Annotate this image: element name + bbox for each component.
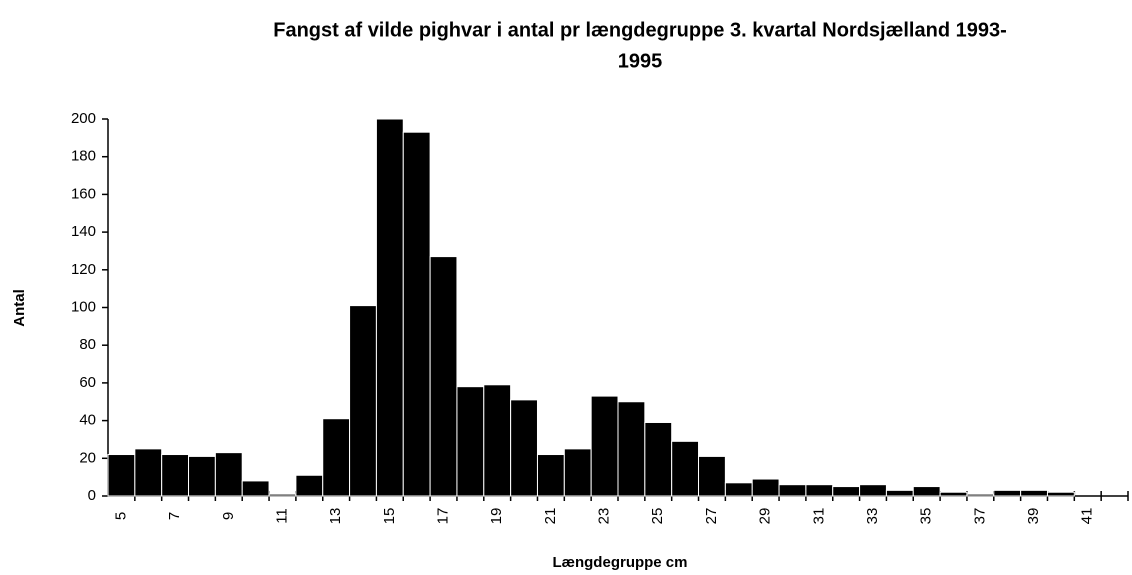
bar <box>1046 491 1075 497</box>
bar <box>241 480 270 497</box>
chart-title: 1995 <box>618 50 663 72</box>
x-axis-label: Længdegruppe cm <box>552 554 687 571</box>
bar <box>188 455 216 497</box>
bar <box>429 256 458 497</box>
bar <box>349 305 377 497</box>
y-tick-label: 200 <box>71 110 96 127</box>
bar <box>483 384 512 497</box>
y-tick-label: 100 <box>71 298 96 315</box>
y-tick-label: 180 <box>71 148 96 165</box>
x-tick-label: 15 <box>381 508 398 525</box>
bar <box>510 399 538 497</box>
bar <box>885 489 914 497</box>
x-tick-label: 27 <box>703 508 720 525</box>
bar <box>134 448 163 497</box>
bar <box>698 455 726 497</box>
bar <box>805 484 834 497</box>
y-tick-label: 0 <box>88 487 96 504</box>
y-tick-label: 140 <box>71 223 96 240</box>
bar <box>295 474 324 497</box>
x-tick-label: 23 <box>596 508 613 525</box>
x-tick-label: 29 <box>757 508 774 525</box>
y-tick-label: 80 <box>79 336 96 353</box>
bar <box>375 118 404 497</box>
bar <box>563 448 592 497</box>
x-tick-label: 7 <box>166 512 183 520</box>
x-tick-label: 37 <box>971 508 988 525</box>
y-tick-label: 40 <box>79 412 96 429</box>
x-tick-label: 5 <box>112 512 129 520</box>
x-tick-label: 39 <box>1025 508 1042 525</box>
bar <box>590 395 619 497</box>
x-tick-label: 31 <box>810 508 827 525</box>
bar <box>456 386 485 497</box>
y-tick-label: 160 <box>71 185 96 202</box>
y-tick-label: 60 <box>79 374 96 391</box>
bar <box>724 482 753 497</box>
bar <box>268 493 297 497</box>
bar <box>644 421 673 497</box>
bar <box>617 401 646 497</box>
x-tick-label: 19 <box>488 508 505 525</box>
x-tick-label: 41 <box>1079 508 1096 525</box>
y-axis-label: Antal <box>11 289 28 327</box>
bar <box>1020 489 1048 497</box>
x-tick-label: 25 <box>649 508 666 525</box>
bar <box>671 440 700 497</box>
x-tick-label: 17 <box>434 508 451 525</box>
x-tick-label: 11 <box>273 508 290 524</box>
bar <box>778 484 807 497</box>
bar <box>107 454 136 497</box>
bar <box>912 486 941 497</box>
bar <box>993 489 1022 497</box>
bar <box>322 418 351 497</box>
x-tick-label: 13 <box>327 508 344 525</box>
bar <box>402 131 431 497</box>
x-tick-label: 35 <box>918 508 935 525</box>
y-tick-label: 20 <box>79 449 96 466</box>
bar <box>939 491 968 497</box>
x-tick-label: 21 <box>542 508 559 525</box>
bar <box>161 454 190 497</box>
y-tick-label: 120 <box>71 261 96 278</box>
bar <box>536 454 565 497</box>
bar <box>832 486 861 497</box>
bar <box>966 493 995 497</box>
bar <box>214 452 243 497</box>
bar <box>751 478 780 497</box>
chart-title: Fangst af vilde pighvar i antal pr længd… <box>273 19 1007 41</box>
x-tick-label: 33 <box>864 508 881 525</box>
bar <box>859 484 887 497</box>
x-tick-label: 9 <box>220 512 237 520</box>
